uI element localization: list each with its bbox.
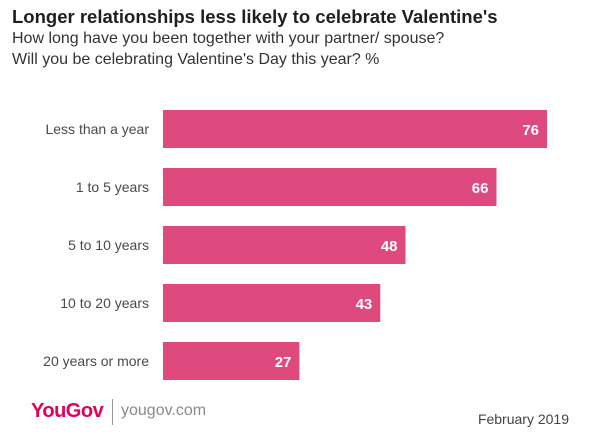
chart-title: Longer relationships less likely to cele…: [12, 6, 498, 27]
footer-divider: [112, 399, 113, 425]
bar-0: [163, 110, 547, 148]
yougov-logo: YouGov: [31, 400, 104, 422]
bar-2: [163, 226, 406, 264]
value-label-1: 66: [472, 180, 489, 197]
bar-1: [163, 168, 497, 206]
category-label-3: 10 to 20 years: [60, 295, 149, 311]
category-label-2: 5 to 10 years: [68, 237, 149, 253]
value-label-4: 27: [275, 354, 292, 371]
chart-subtitle-line-2: Will you be celebrating Valentine's Day …: [12, 51, 380, 68]
category-label-4: 20 years or more: [43, 353, 149, 369]
footer-date: February 2019: [477, 411, 569, 427]
bar-4: [163, 342, 300, 380]
category-label-0: Less than a year: [45, 121, 149, 137]
bar-3: [163, 284, 381, 322]
value-label-0: 76: [522, 122, 539, 139]
category-label-1: 1 to 5 years: [76, 179, 149, 195]
chart-subtitle-line-1: How long have you been together with you…: [12, 30, 445, 47]
value-label-3: 43: [356, 296, 373, 313]
footer-url: yougov.com: [121, 402, 207, 419]
value-label-2: 48: [381, 238, 398, 255]
